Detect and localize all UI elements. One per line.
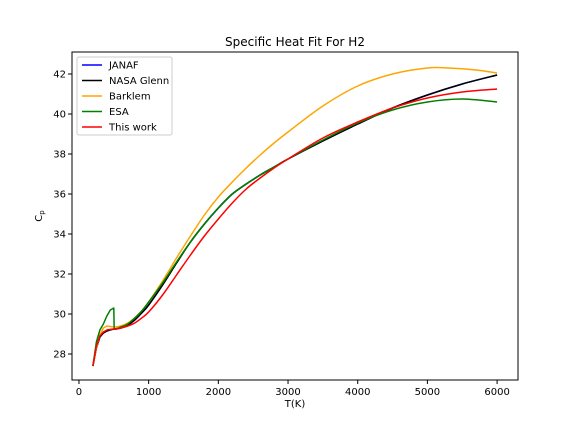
chart-title: Specific Heat Fit For H2 <box>225 35 365 49</box>
y-axis-ticks: 28 30 32 34 36 38 40 42 <box>53 70 72 361</box>
x-tick-label-1: 1000 <box>136 387 161 398</box>
y-tick-label-0: 28 <box>53 350 66 361</box>
legend-label-0: JANAF <box>108 61 139 72</box>
y-tick-label-1: 30 <box>53 310 66 321</box>
x-tick-label-3: 3000 <box>275 387 300 398</box>
y-tick-label-5: 38 <box>53 150 66 161</box>
x-tick-label-4: 4000 <box>345 387 370 398</box>
y-axis-label: Cp <box>34 210 46 222</box>
y-tick-label-3: 34 <box>53 230 66 241</box>
series-lines-layer <box>92 66 498 367</box>
y-axis-label-subscript: p <box>38 210 46 215</box>
legend-label-3: ESA <box>109 107 129 118</box>
y-tick-label-7: 42 <box>53 70 66 81</box>
series-line-3 <box>92 98 498 367</box>
y-tick-label-2: 32 <box>53 270 66 281</box>
plot-frame <box>71 51 519 381</box>
y-tick-label-4: 36 <box>53 190 66 201</box>
series-line-4 <box>92 88 498 367</box>
y-axis-label-main: C <box>34 215 45 222</box>
x-axis-label: T(K) <box>284 399 306 410</box>
x-axis-ticks: 0 1000 2000 3000 4000 5000 6000 <box>76 380 510 398</box>
y-axis-label-group: Cp <box>34 210 46 222</box>
legend: JANAF NASA Glenn Barklem ESA This work <box>76 56 173 136</box>
x-tick-label-0: 0 <box>76 387 82 398</box>
y-tick-label-6: 40 <box>53 110 66 121</box>
x-tick-label-5: 5000 <box>415 387 440 398</box>
legend-label-4: This work <box>108 123 157 134</box>
legend-label-2: Barklem <box>109 92 151 103</box>
legend-box <box>76 56 173 136</box>
legend-items: JANAF NASA Glenn Barklem ESA This work <box>82 61 169 134</box>
legend-label-1: NASA Glenn <box>109 76 169 87</box>
x-tick-label-6: 6000 <box>484 387 509 398</box>
x-tick-label-2: 2000 <box>206 387 231 398</box>
